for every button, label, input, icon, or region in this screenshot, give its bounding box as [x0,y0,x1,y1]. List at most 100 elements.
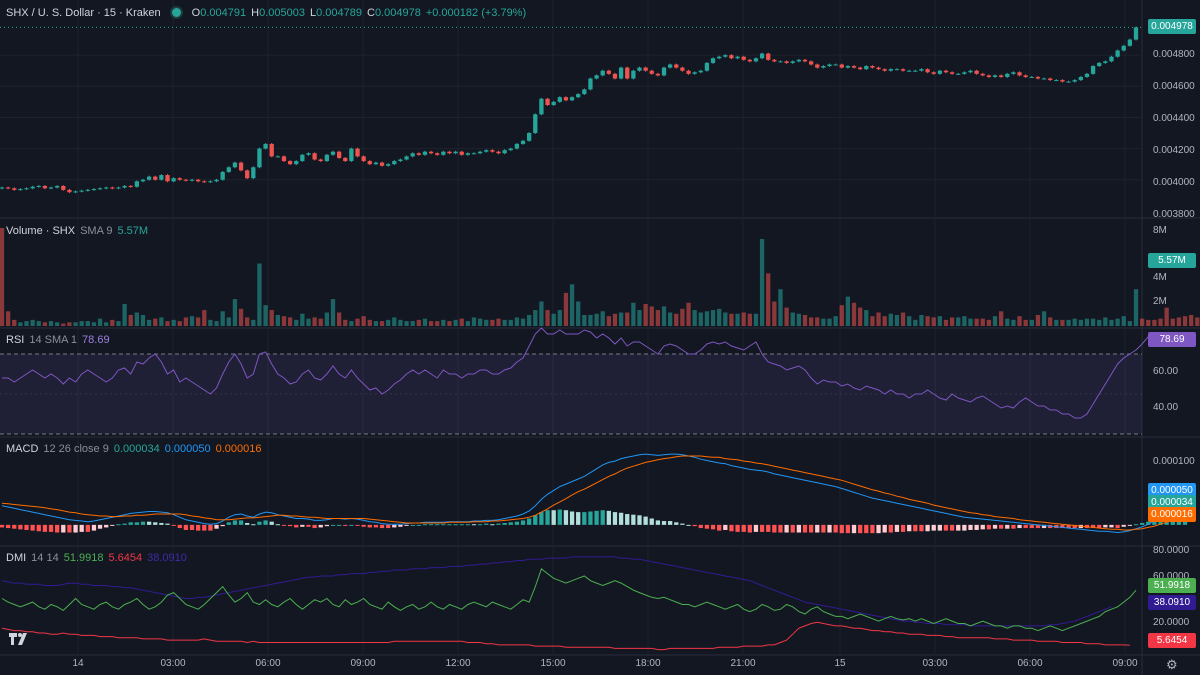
candle-body [1109,56,1114,62]
volume-bar [79,321,84,326]
price-axis-label: 0.004600 [1153,81,1195,92]
macd-histogram-bar [269,521,274,525]
candle-body [183,179,189,181]
volume-bar [220,311,225,326]
macd-histogram-bar [808,524,814,533]
volume-bar [643,303,648,326]
macd-histogram-bar [459,524,464,526]
macd-histogram-bar [294,524,299,528]
candle-body [1041,78,1047,80]
candle-body [931,72,936,74]
candle-body [698,70,703,73]
macd-histogram-bar [367,524,372,528]
volume-bar [373,321,379,326]
candle-body [796,59,802,62]
volume-bar [772,301,777,326]
candle-body [312,153,317,160]
plus-di-tag: 51.9918 [1148,578,1196,593]
macd-histogram-bar [631,514,636,525]
candle-body [778,61,783,63]
macd-title[interactable]: MACD [6,443,39,455]
change-value: +0.000182 (+3.79%) [425,6,527,19]
volume-title[interactable]: Volume · SHX [6,225,76,237]
macd-histogram-bar [48,524,54,532]
volume-bar [165,321,170,326]
volume-bar [343,319,348,326]
macd-histogram-bar [539,512,544,525]
volume-bar [97,318,103,326]
low-value: 0.004789 [316,6,362,19]
time-axis-label: 06:00 [255,658,281,669]
macd-histogram-bar [410,524,415,526]
macd-histogram-bar [355,524,360,526]
candle-body [858,67,863,70]
macd-histogram-bar [839,524,844,534]
macd-line-tag: 0.000050 [1148,483,1196,498]
volume-bar [355,318,360,326]
candle-body [808,61,814,65]
volume-bar [735,313,740,326]
candle-body [245,170,250,179]
volume-bar [680,308,685,326]
macd-histogram-bar [784,524,789,533]
rsi-value: 78.69 [82,334,110,346]
candle-body [925,69,930,73]
macd-histogram-bar [306,524,311,527]
rsi-title[interactable]: RSI [6,334,25,346]
candle-body [1054,80,1059,82]
volume-bar [827,318,832,326]
rsi-tag: 78.69 [1148,332,1196,347]
volume-bar [582,314,587,326]
candle-body [1078,76,1083,81]
dmi-axis-label: 80.0000 [1153,545,1190,556]
volume-bar [1109,319,1114,326]
volume-bar [275,314,280,326]
candle-body [416,153,421,155]
macd-histogram-tag: 0.000034 [1148,495,1196,510]
volume-bar [24,321,29,326]
rsi-axis-label: 40.00 [1153,402,1179,413]
volume-bar [42,322,48,326]
macd-line [1,453,1192,534]
candle-body [208,181,213,183]
dmi-title[interactable]: DMI [6,552,27,564]
volume-bar [882,316,887,326]
candle-body [5,187,11,189]
volume-bar [943,319,949,326]
macd-histogram-bar [61,524,66,533]
macd-histogram-bar [79,524,84,532]
candle-body [61,185,66,190]
volume-bar [441,319,446,326]
macd-histogram-bar [649,518,654,525]
macd-histogram-bar [159,522,164,525]
macd-histogram-bar [931,524,936,531]
volume-bar [404,321,409,326]
volume-bar [986,319,992,326]
macd-histogram-bar [1029,524,1034,529]
candle-body [435,153,440,155]
macd-histogram-bar [907,524,912,532]
macd-histogram-bar [1023,524,1028,529]
volume-bar [1121,316,1126,326]
macd-histogram-bar [336,524,342,526]
price-axis-label: 0.004000 [1153,177,1195,188]
volume-bar [85,321,90,326]
macd-params: 12 26 close 9 [43,443,109,455]
macd-histogram-bar [1097,524,1102,529]
candle-body [741,56,746,60]
volume-bar [1060,319,1065,326]
macd-histogram-bar [232,520,238,525]
volume-bar [1029,319,1034,326]
symbol-title[interactable]: SHX / U. S. Dollar · 15 · Kraken [6,6,161,19]
volume-tag: 5.57M [1148,253,1196,268]
settings-gear-icon[interactable]: ⚙ [1166,657,1178,672]
candle-body [202,181,207,183]
macd-histogram-bar [1041,524,1047,529]
volume-bar [937,316,942,326]
macd-histogram-bar [618,512,624,525]
macd-histogram-bar [324,524,330,527]
tradingview-logo-icon[interactable] [8,630,30,648]
volume-bar [300,313,305,326]
volume-bar [379,321,385,326]
